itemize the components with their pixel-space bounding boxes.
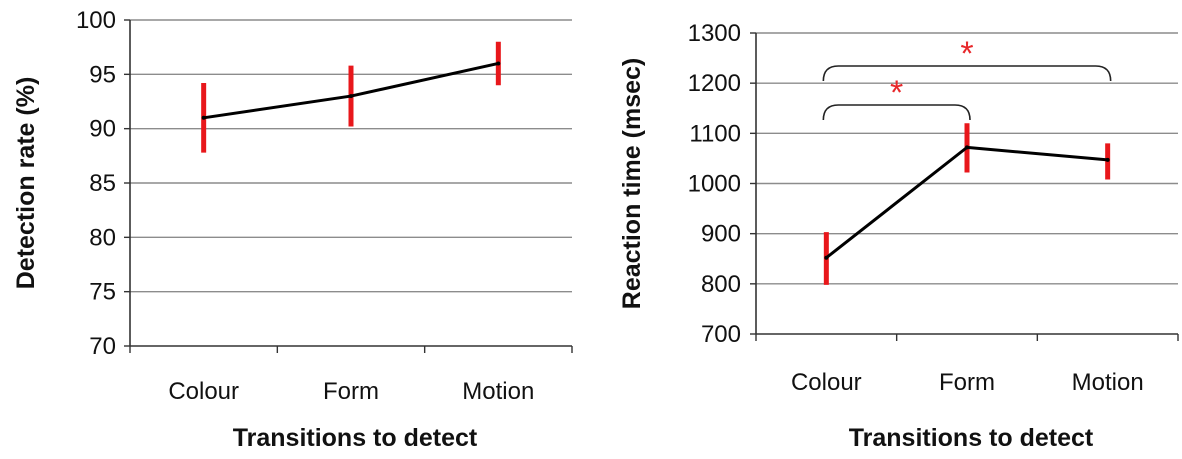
y-axis-title: Reaction time (msec): [618, 58, 646, 309]
x-axis-title: Transitions to detect: [849, 424, 1094, 452]
y-tick-label: 95: [89, 61, 116, 88]
significance-star: *: [890, 74, 903, 112]
x-tick-label: Motion: [1072, 369, 1144, 396]
y-tick-label: 100: [76, 7, 116, 34]
y-tick-label: 1300: [688, 20, 741, 47]
x-tick-label: Motion: [462, 378, 534, 405]
y-tick-label: 900: [701, 221, 741, 248]
y-tick-label: 85: [89, 170, 116, 197]
x-tick-label: Colour: [168, 378, 239, 405]
y-tick-label: 700: [701, 321, 741, 348]
y-tick-label: 800: [701, 271, 741, 298]
y-tick-label: 1100: [689, 120, 741, 147]
significance-star: *: [960, 35, 973, 73]
data-point: [349, 94, 353, 99]
x-tick-label: Form: [323, 378, 379, 405]
x-tick-label: Colour: [791, 369, 862, 396]
significance-bracket: [822, 65, 1112, 82]
significance-bracket: [822, 104, 971, 121]
y-axis-title: Detection rate (%): [12, 77, 40, 290]
data-point: [824, 255, 829, 260]
data-point: [1105, 157, 1110, 162]
x-tick-label: Form: [939, 369, 995, 396]
data-point: [201, 115, 206, 120]
reaction-time-chart: 700 800 900 1000 1100 1200 1300 Colour Form Motio…: [618, 20, 1179, 452]
y-tick-label: 70: [89, 333, 116, 360]
data-point: [496, 61, 501, 66]
data-point: [965, 145, 969, 150]
y-tick-label: 1200: [688, 70, 741, 97]
y-tick-label: 90: [89, 116, 116, 143]
y-tick-label: 1000: [688, 171, 741, 198]
detection-rate-chart: 70 75 80 85 90 95 100 Colour Form Motion Transitio…: [12, 7, 573, 452]
x-axis-title: Transitions to detect: [233, 424, 478, 452]
y-tick-label: 75: [89, 279, 116, 306]
y-tick-label: 80: [89, 224, 116, 251]
